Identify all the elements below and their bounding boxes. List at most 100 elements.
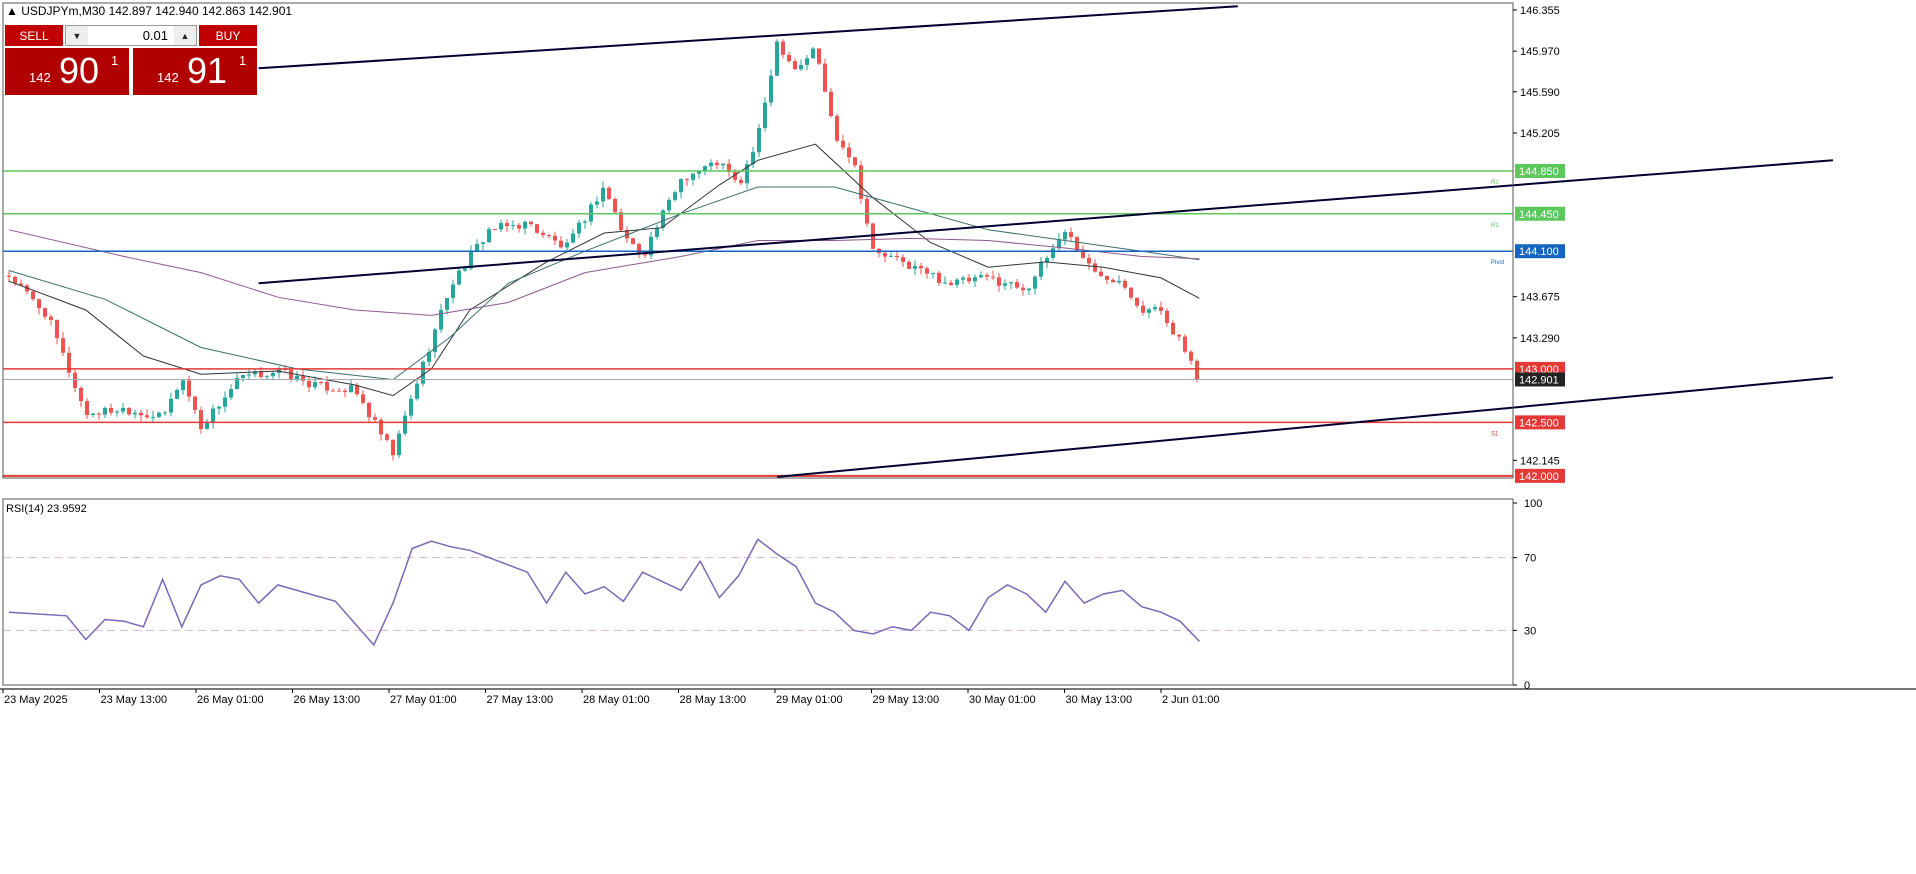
buy-price-prefix: 142 [157,70,179,85]
time-tick-label: 29 May 13:00 [873,694,940,706]
candle-body [607,187,611,199]
level-price-label: 142.000 [1519,471,1559,483]
chevron-up-icon[interactable]: ▲ [180,30,190,41]
candle-body [799,64,803,70]
candle-body [901,257,905,262]
candle-body [1117,280,1121,283]
candle-body [241,375,245,378]
candle-body [271,372,275,377]
candle-body [391,439,395,456]
candle-body [781,41,785,55]
level-price-label: 142.500 [1519,417,1559,429]
candle-body [529,221,533,225]
candle-body [661,210,665,228]
candle-body [811,48,815,59]
candle-body [139,412,143,416]
candle-body [1153,307,1157,310]
candle-body [913,265,917,269]
candle-body [775,41,779,76]
candle-body [817,48,821,64]
main-plot-frame [2,2,1514,479]
candle-body [1003,283,1007,286]
rsi-plot[interactable]: RSI(14) 23.9592 [3,503,1513,647]
level-price-label: 144.100 [1519,246,1559,258]
candle-body [19,283,23,286]
candle-body [1069,232,1073,238]
candle-body [577,222,581,234]
candle-body [163,412,167,414]
rsi-plot-frame [2,498,1514,686]
candle-body [265,376,269,378]
rsi-tick-label: 70 [1524,553,1536,565]
candle-body [415,383,419,399]
candle-body [229,389,233,398]
time-tick-label: 28 May 13:00 [680,694,747,706]
candle-body [643,254,647,256]
candle-body [565,242,569,248]
candle-body [151,416,155,418]
time-tick-label: 26 May 01:00 [197,694,264,706]
candle-body [955,279,959,285]
candle-body [205,422,209,430]
rsi-tick-label: 30 [1524,625,1536,637]
candle-body [631,238,635,245]
candle-body [97,413,101,415]
candle-body [1111,279,1115,283]
candle-body [1081,250,1085,258]
volume-input[interactable]: 0.01 [88,26,174,45]
candle-body [511,225,515,227]
candle-body [475,243,479,252]
sell-price-main: 90 [59,50,100,91]
rsi-title: RSI(14) 23.9592 [6,503,87,515]
candle-body [943,282,947,284]
candle-body [223,397,227,407]
candle-body [991,276,995,278]
candle-body [451,284,455,298]
one-click-trading-panel: SELL ▼ 0.01 ▲ BUY 142 90 1 142 91 1 [5,25,257,95]
level-price-label: 144.850 [1519,166,1559,178]
candle-body [7,275,11,277]
buy-button[interactable]: BUY [199,25,257,46]
price-tick-label: 142.145 [1520,455,1560,467]
candle-body [439,309,443,330]
middle-channel-trendline[interactable] [258,159,1834,285]
candle-body [385,434,389,440]
candle-body [103,407,107,415]
candle-body [121,407,125,412]
candle-body [463,268,467,271]
candle-body [1015,282,1019,288]
price-plot[interactable]: R2 R1 Pivot S1 [3,5,1834,478]
sell-price-button[interactable]: 142 90 1 [5,48,129,95]
candle-body [961,277,965,280]
candle-body [751,152,755,165]
candle-body [517,225,521,229]
candle-body [91,413,95,415]
level-price-box [1515,361,1565,376]
time-tick-label: 27 May 01:00 [390,694,457,706]
upper-channel-trendline[interactable] [258,5,1238,70]
current-price-label: 142.901 [1519,374,1559,386]
candle-body [763,102,767,129]
buy-price-button[interactable]: 142 91 1 [133,48,257,95]
candle-body [1177,334,1181,337]
candle-body [145,415,149,418]
lower-channel-trendline[interactable] [776,376,1834,478]
candle-body [1039,261,1043,277]
candle-body [403,415,407,434]
candle-body [931,272,935,274]
sell-button[interactable]: SELL [5,25,63,46]
candle-body [1093,263,1097,272]
candle-body [919,265,923,269]
volume-stepper[interactable]: ▼ 0.01 ▲ [65,25,197,46]
candle-body [685,179,689,181]
candle-body [427,352,431,362]
candle-body [79,387,83,402]
candle-body [739,179,743,184]
ma-fast [8,143,1200,397]
price-tick-label: 146.355 [1520,5,1560,17]
candle-body [319,381,323,383]
buy-price-main: 91 [187,50,228,91]
chevron-down-icon[interactable]: ▼ [72,30,82,41]
candle-body [715,162,719,166]
